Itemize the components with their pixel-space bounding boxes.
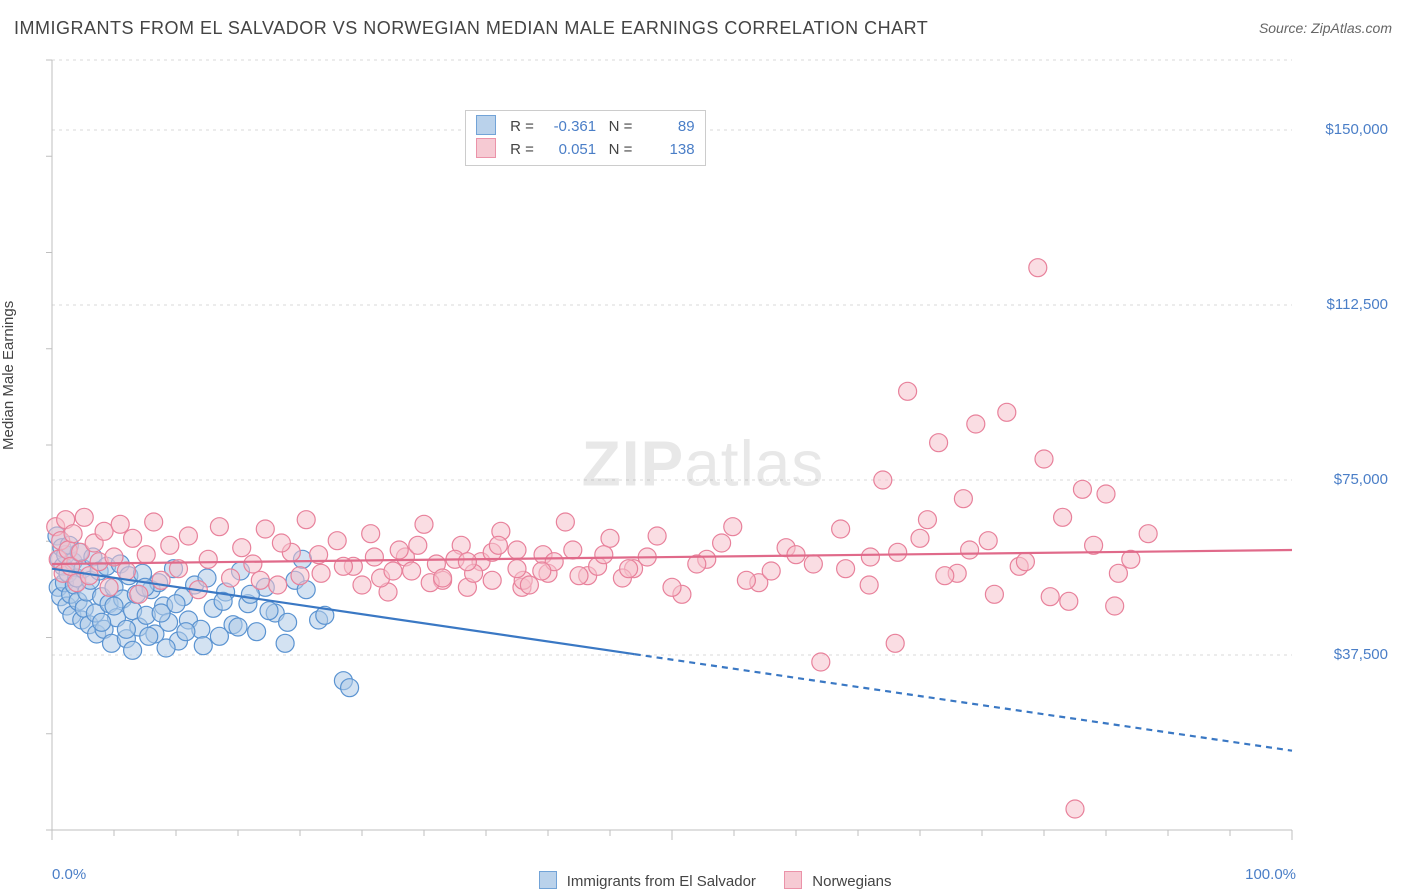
legend-swatch-elsalvador-icon [539, 871, 557, 889]
correlation-legend: R = -0.361 N = 89 R = 0.051 N = 138 [465, 110, 706, 166]
source-label: Source: ZipAtlas.com [1259, 20, 1392, 36]
series-legend: Immigrants from El Salvador Norwegians [0, 871, 1406, 890]
y-tick-label: $150,000 [1325, 121, 1388, 138]
swatch-norwegian-icon [476, 138, 496, 158]
y-tick-label: $75,000 [1334, 471, 1388, 488]
swatch-elsalvador-icon [476, 115, 496, 135]
corr-row-elsalvador: R = -0.361 N = 89 [476, 115, 695, 138]
legend-label-elsalvador: Immigrants from El Salvador [567, 873, 756, 890]
chart-container: Median Male Earnings ZIPatlas R = -0.361… [0, 50, 1406, 892]
legend-label-norwegian: Norwegians [812, 873, 891, 890]
scatter-plot [0, 50, 1402, 870]
y-tick-label: $37,500 [1334, 646, 1388, 663]
legend-swatch-norwegian-icon [784, 871, 802, 889]
corr-row-norwegian: R = 0.051 N = 138 [476, 138, 695, 161]
y-tick-label: $112,500 [1327, 296, 1388, 313]
chart-title: IMMIGRANTS FROM EL SALVADOR VS NORWEGIAN… [14, 18, 928, 38]
